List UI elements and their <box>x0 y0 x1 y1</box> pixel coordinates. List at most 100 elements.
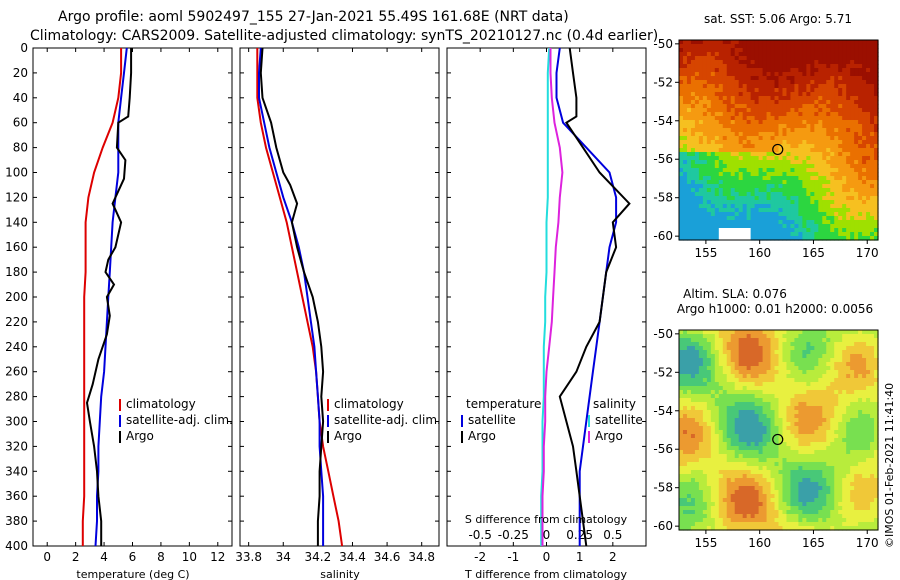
sst-map-cell <box>770 72 776 77</box>
sla-map-cell <box>786 458 792 463</box>
sla-map-cell <box>862 434 867 439</box>
sst-map-cell <box>806 92 811 97</box>
depth-tick-label: 180 <box>5 265 28 279</box>
sla-map-cell <box>850 466 855 471</box>
sla-map-cell <box>682 446 688 451</box>
sla-map-cell <box>706 338 712 343</box>
sla-map-cell <box>690 370 696 375</box>
sst-map-cell <box>758 176 764 181</box>
sla-map-cell <box>766 478 772 483</box>
sla-map-cell <box>746 386 752 391</box>
sst-map-cell <box>842 72 847 77</box>
sla-map-cell <box>822 398 827 403</box>
sst-map-cell <box>846 208 851 213</box>
sst-map-cell <box>698 236 704 241</box>
sla-map-cell <box>698 342 704 347</box>
sla-map-cell <box>806 442 811 447</box>
sla-map-cell <box>870 470 875 475</box>
temperature-legend: climatology satellite-adj. clim. Argo <box>119 397 233 443</box>
sla-map-cell <box>782 342 788 347</box>
sla-map-cell <box>682 358 688 363</box>
sst-map-cell <box>814 184 819 189</box>
sla-map-cell <box>794 402 799 407</box>
sst-map-cell <box>798 164 803 169</box>
sst-map-cell <box>722 40 728 45</box>
sla-map-cell <box>838 366 843 371</box>
sla-map-cell <box>798 410 803 415</box>
sst-map-cell <box>778 164 784 169</box>
sla-map-cell <box>778 362 784 367</box>
sst-map-cell <box>810 176 815 181</box>
sla-map-cell <box>814 362 819 367</box>
sla-map-cell <box>838 462 843 467</box>
sla-map-cell <box>702 502 708 507</box>
sla-map-cell <box>714 418 720 423</box>
sst-map-cell <box>838 144 843 149</box>
sla-map-cell <box>834 350 839 355</box>
sla-map-cell <box>818 434 823 439</box>
sla-map-cell <box>706 458 712 463</box>
sst-map-cell <box>686 172 692 177</box>
difference-series-salinity-satellite <box>540 47 551 546</box>
sla-map-cell <box>758 454 764 459</box>
sla-map-cell <box>854 454 859 459</box>
sst-map-cell <box>686 156 692 161</box>
sla-map-cell <box>742 358 748 363</box>
sst-map-cell <box>802 120 807 125</box>
sst-map-cell <box>862 68 867 73</box>
sst-map-cell <box>854 84 859 89</box>
sst-map-cell <box>686 116 692 121</box>
sla-map-cell <box>766 498 772 503</box>
sla-map-cell <box>766 374 772 379</box>
sla-map-cell <box>754 382 760 387</box>
sla-map-cell <box>870 474 875 479</box>
sst-map-cell <box>770 212 776 217</box>
sla-map-cell <box>818 346 823 351</box>
sst-map-cell <box>690 104 696 109</box>
sst-map-cell <box>682 88 688 93</box>
sst-map-cell <box>826 180 831 185</box>
sst-map-cell <box>806 180 811 185</box>
sla-map-cell <box>854 466 859 471</box>
sla-map-cell <box>682 350 688 355</box>
sla-map-cell <box>722 394 728 399</box>
sst-map-cell <box>746 132 752 137</box>
sst-map-cell <box>818 196 823 201</box>
sla-map-cell <box>818 466 823 471</box>
sla-map-cell <box>722 398 728 403</box>
sst-map-cell <box>870 136 875 141</box>
sla-map-cell <box>718 330 724 335</box>
sst-map-cell <box>834 228 839 233</box>
sla-map-cell <box>730 346 736 351</box>
sst-map-cell <box>786 56 792 61</box>
sla-map-cell <box>834 466 839 471</box>
sla-map-cell <box>762 434 768 439</box>
sst-map-cell <box>686 212 692 217</box>
sst-map-cell <box>778 172 784 177</box>
sla-map-cell <box>778 426 784 431</box>
sst-map-cell <box>830 160 835 165</box>
sla-map-cell <box>850 370 855 375</box>
sla-map-cell <box>702 486 708 491</box>
sst-map-cell <box>810 56 815 61</box>
sla-map-cell <box>862 406 867 411</box>
sla-map-cell <box>722 462 728 467</box>
sst-map-cell <box>870 72 875 77</box>
sst-map-cell <box>690 100 696 105</box>
sst-map-cell <box>806 204 811 209</box>
sla-map-cell <box>794 378 799 383</box>
sla-map-cell <box>742 330 748 335</box>
sst-map-cell <box>790 132 796 137</box>
sla-map-cell <box>718 482 724 487</box>
sla-map-cell <box>846 350 851 355</box>
sst-map-cell <box>866 124 871 129</box>
sla-map-cell <box>842 430 847 435</box>
sla-map-cell <box>862 466 867 471</box>
sla-map-cell <box>854 398 859 403</box>
sst-map-cell <box>850 140 855 145</box>
sla-map-cell <box>854 474 859 479</box>
sla-map-cell <box>718 362 724 367</box>
sla-map-cell <box>734 402 740 407</box>
sla-map-cell <box>686 390 692 395</box>
sla-map-cell <box>858 402 863 407</box>
